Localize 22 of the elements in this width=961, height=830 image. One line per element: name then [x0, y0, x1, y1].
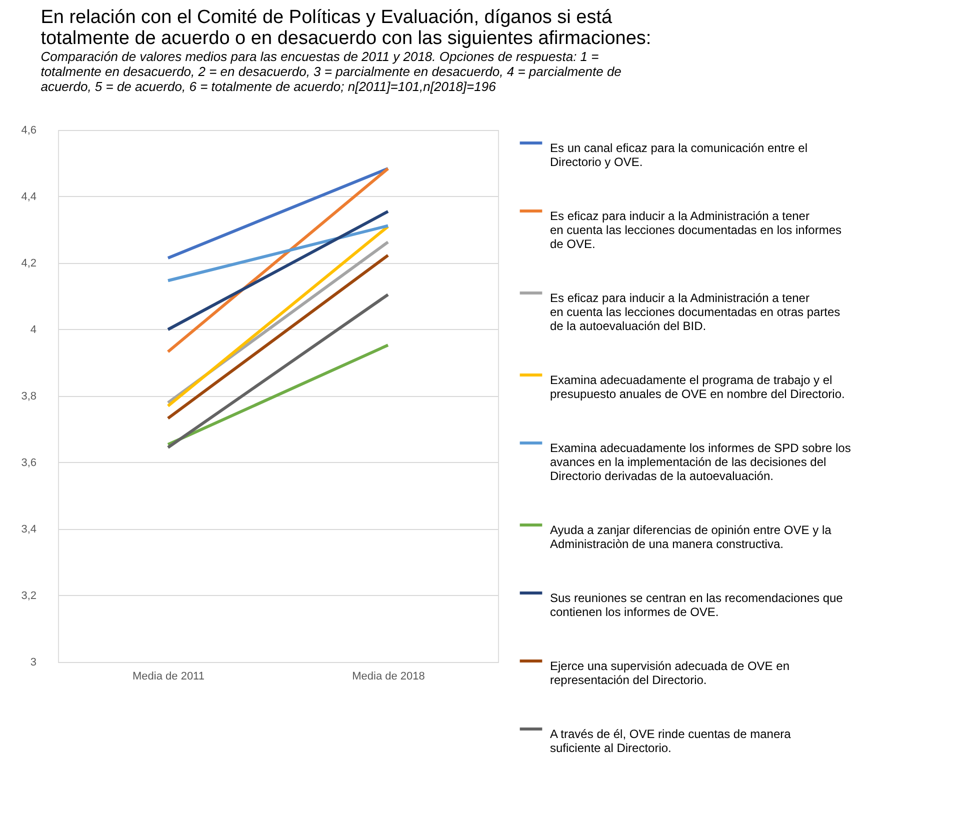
legend-label: Examina adecuadamente los informes de SPD sobre los avances en la implementación de las decisiones del Directorio derivadas de la autoevaluación. [550, 441, 851, 483]
y-tick-label: 3 [30, 656, 36, 668]
chart-subtitle: Comparación de valores medios para las encuestas de 2011 y 2018. Opciones de respuesta: 1 = totalmente en desacuerdo, 2 = en desacuerdo, 3 = parcialmente en desacuerdo, 4 = parcialmente de acuerdo, 5 = de acuerdo, 6 = totalmente de acuerdo; n[2011]=101,n[2018]=196 [40, 49, 622, 94]
y-tick-label: 4,4 [21, 191, 36, 203]
y-tick-label: 3,4 [21, 524, 36, 536]
legend-label: Examina adecuadamente el programa de trabajo y el presupuesto anuales de OVE en nombre del Directorio. [550, 373, 845, 401]
chart-title: En relación con el Comité de Políticas y Evaluación, díganos si está totalmente de acuerdo o en desacuerdo con las siguientes afirmaciones: [40, 7, 652, 49]
legend-label: Es eficaz para inducir a la Administración a tener en cuenta las lecciones documentadas en los informes de OVE. [550, 209, 842, 251]
legend-label: A través de él, OVE rinde cuentas de manera suficiente al Directorio. [550, 727, 792, 755]
y-tick-label: 3,8 [21, 390, 36, 402]
x-tick-label: Media de 2011 [132, 670, 204, 682]
legend-label: Sus reuniones se centran en las recomendaciones que contienen los informes de OVE. [550, 591, 844, 619]
legend-label: Es eficaz para inducir a la Administración a tener en cuenta las lecciones documentadas en otras partes de la autoevaluación del BID. [550, 291, 840, 333]
legend-label: Es un canal eficaz para la comunicación entre el Directorio y OVE. [550, 141, 808, 169]
x-tick-label: Media de 2018 [352, 670, 425, 682]
y-tick-label: 3,2 [21, 590, 36, 602]
y-tick-label: 4 [30, 324, 36, 336]
legend-label: Ayuda a zanjar diferencias de opinión entre OVE y la Administraciòn de una manera constructiva. [550, 523, 832, 551]
y-tick-label: 3,6 [21, 457, 36, 469]
y-tick-label: 4,6 [21, 124, 36, 136]
legend-label: Ejerce una supervisión adecuada de OVE en representación del Directorio. [550, 659, 790, 687]
y-tick-label: 4,2 [21, 258, 36, 270]
